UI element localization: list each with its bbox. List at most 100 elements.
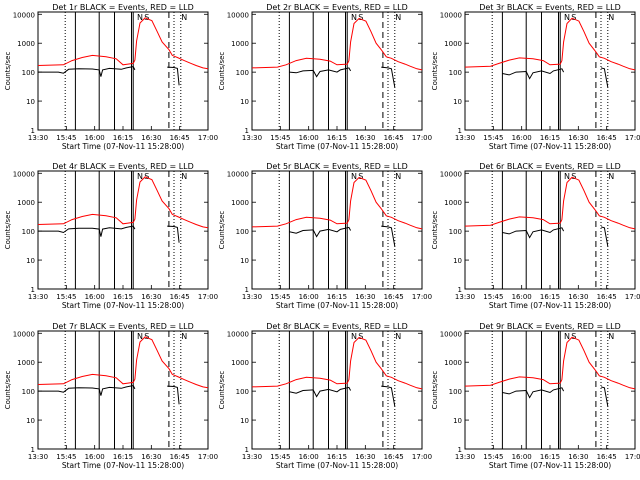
plot-frame <box>251 330 423 450</box>
y-tick-label: 100 <box>22 69 35 77</box>
series-events-tail-line <box>381 66 396 88</box>
y-axis-label: Counts/sec <box>431 211 439 250</box>
x-tick-label: 13:30 <box>455 134 475 142</box>
y-tick-label: 10000 <box>227 330 249 338</box>
y-tick-label: 10000 <box>13 170 35 178</box>
y-tick-label: 10 <box>26 257 35 265</box>
marker-n: N <box>395 332 401 341</box>
y-tick-label: 1 <box>31 446 35 454</box>
x-tick-label: 16:30 <box>568 453 588 461</box>
marker-n: N <box>181 13 187 22</box>
y-tick-label: 10000 <box>440 170 462 178</box>
y-tick-label: 1000 <box>444 199 462 207</box>
y-tick-label: 10000 <box>440 330 462 338</box>
x-tick-label: 13:30 <box>455 453 475 461</box>
x-tick-label: 16:45 <box>170 453 190 461</box>
x-tick-label: 16:15 <box>327 134 347 142</box>
y-axis-label: Counts/sec <box>4 211 12 250</box>
x-tick-label: 13:30 <box>28 453 48 461</box>
marker-n: N <box>395 172 401 181</box>
marker-s: S <box>144 13 149 22</box>
y-axis-label: Counts/sec <box>4 371 12 410</box>
x-tick-label: 17:00 <box>412 293 432 301</box>
x-axis-label: Start Time (07-Nov-11 15:28:00) <box>489 142 611 151</box>
x-tick-label: 13:30 <box>242 134 262 142</box>
x-tick-label: 15:45 <box>270 293 290 301</box>
x-tick-label: 17:00 <box>198 293 218 301</box>
x-tick-label: 16:00 <box>512 134 532 142</box>
x-tick-label: 13:30 <box>242 453 262 461</box>
y-axis-label: Counts/sec <box>431 52 439 91</box>
series-events-line <box>289 386 352 398</box>
y-tick-label: 100 <box>22 388 35 396</box>
series-events-line <box>502 227 565 239</box>
x-tick-label: 16:00 <box>85 134 105 142</box>
panel-det-5: Det 5r BLACK = Events, RED = LLD 1 10 100 10… <box>218 162 432 310</box>
series-events-tail-line <box>167 66 180 86</box>
y-tick-label: 100 <box>22 228 35 236</box>
series-lld-line <box>37 176 209 229</box>
marker-n: N <box>608 172 614 181</box>
x-tick-label: 16:30 <box>141 453 161 461</box>
series-events-tail-line <box>381 225 396 247</box>
series-events-line <box>38 66 136 77</box>
y-tick-label: 1000 <box>17 199 35 207</box>
marker-n: N <box>608 332 614 341</box>
y-tick-label: 10000 <box>13 330 35 338</box>
y-tick-label: 1 <box>458 286 462 294</box>
panel-det-9: Det 9r BLACK = Events, RED = LLD 1 10 100 10… <box>431 322 640 470</box>
y-tick-label: 10 <box>26 98 35 106</box>
x-axis-label: Start Time (07-Nov-11 15:28:00) <box>489 461 611 470</box>
y-tick-label: 1000 <box>231 40 249 48</box>
x-tick-label: 16:30 <box>355 293 375 301</box>
x-tick-label: 15:45 <box>56 293 76 301</box>
y-tick-label: 10 <box>453 257 462 265</box>
x-tick-label: 16:00 <box>85 453 105 461</box>
x-tick-label: 16:30 <box>355 134 375 142</box>
marker-s: S <box>144 172 149 181</box>
x-tick-label: 15:45 <box>483 134 503 142</box>
plot-frame <box>464 11 636 131</box>
series-lld-line <box>37 17 209 70</box>
marker-n: N <box>137 332 143 341</box>
x-axis-label: Start Time (07-Nov-11 15:28:00) <box>62 301 184 310</box>
x-tick-label: 15:45 <box>56 134 76 142</box>
y-axis-label: Counts/sec <box>218 211 226 250</box>
x-tick-label: 16:15 <box>540 293 560 301</box>
x-tick-label: 16:45 <box>170 134 190 142</box>
x-tick-label: 17:00 <box>625 134 640 142</box>
series-lld-line <box>251 17 423 71</box>
x-axis-label: Start Time (07-Nov-11 15:28:00) <box>276 461 398 470</box>
series-events-tail-line <box>167 225 180 243</box>
series-events-line <box>38 385 136 396</box>
panel-det-1: Det 1r BLACK = Events, RED = LLD 1 10 100 10… <box>4 3 218 151</box>
x-tick-label: 15:45 <box>483 453 503 461</box>
x-tick-label: 16:15 <box>327 453 347 461</box>
x-tick-label: 13:30 <box>455 293 475 301</box>
y-tick-label: 10 <box>453 417 462 425</box>
x-tick-label: 13:30 <box>242 293 262 301</box>
panel-title: Det 9r BLACK = Events, RED = LLD <box>479 322 621 331</box>
x-tick-label: 16:15 <box>113 453 133 461</box>
x-tick-label: 16:00 <box>85 293 105 301</box>
panel-title: Det 8r BLACK = Events, RED = LLD <box>266 322 408 331</box>
x-tick-label: 16:15 <box>327 293 347 301</box>
x-axis-label: Start Time (07-Nov-11 15:28:00) <box>276 301 398 310</box>
series-lld-line <box>464 176 636 230</box>
x-tick-label: 16:00 <box>512 453 532 461</box>
marker-n: N <box>181 172 187 181</box>
marker-n: N <box>137 13 143 22</box>
marker-n: N <box>351 13 357 22</box>
x-axis-label: Start Time (07-Nov-11 15:28:00) <box>489 301 611 310</box>
x-tick-label: 17:00 <box>198 134 218 142</box>
y-tick-label: 10 <box>240 257 249 265</box>
x-tick-label: 15:45 <box>56 453 76 461</box>
x-axis-label: Start Time (07-Nov-11 15:28:00) <box>62 142 184 151</box>
series-events-line <box>38 225 136 237</box>
marker-s: S <box>571 172 576 181</box>
y-tick-label: 1 <box>245 286 249 294</box>
series-events-line <box>502 387 565 399</box>
plot-frame <box>37 11 209 131</box>
x-tick-label: 13:30 <box>28 293 48 301</box>
